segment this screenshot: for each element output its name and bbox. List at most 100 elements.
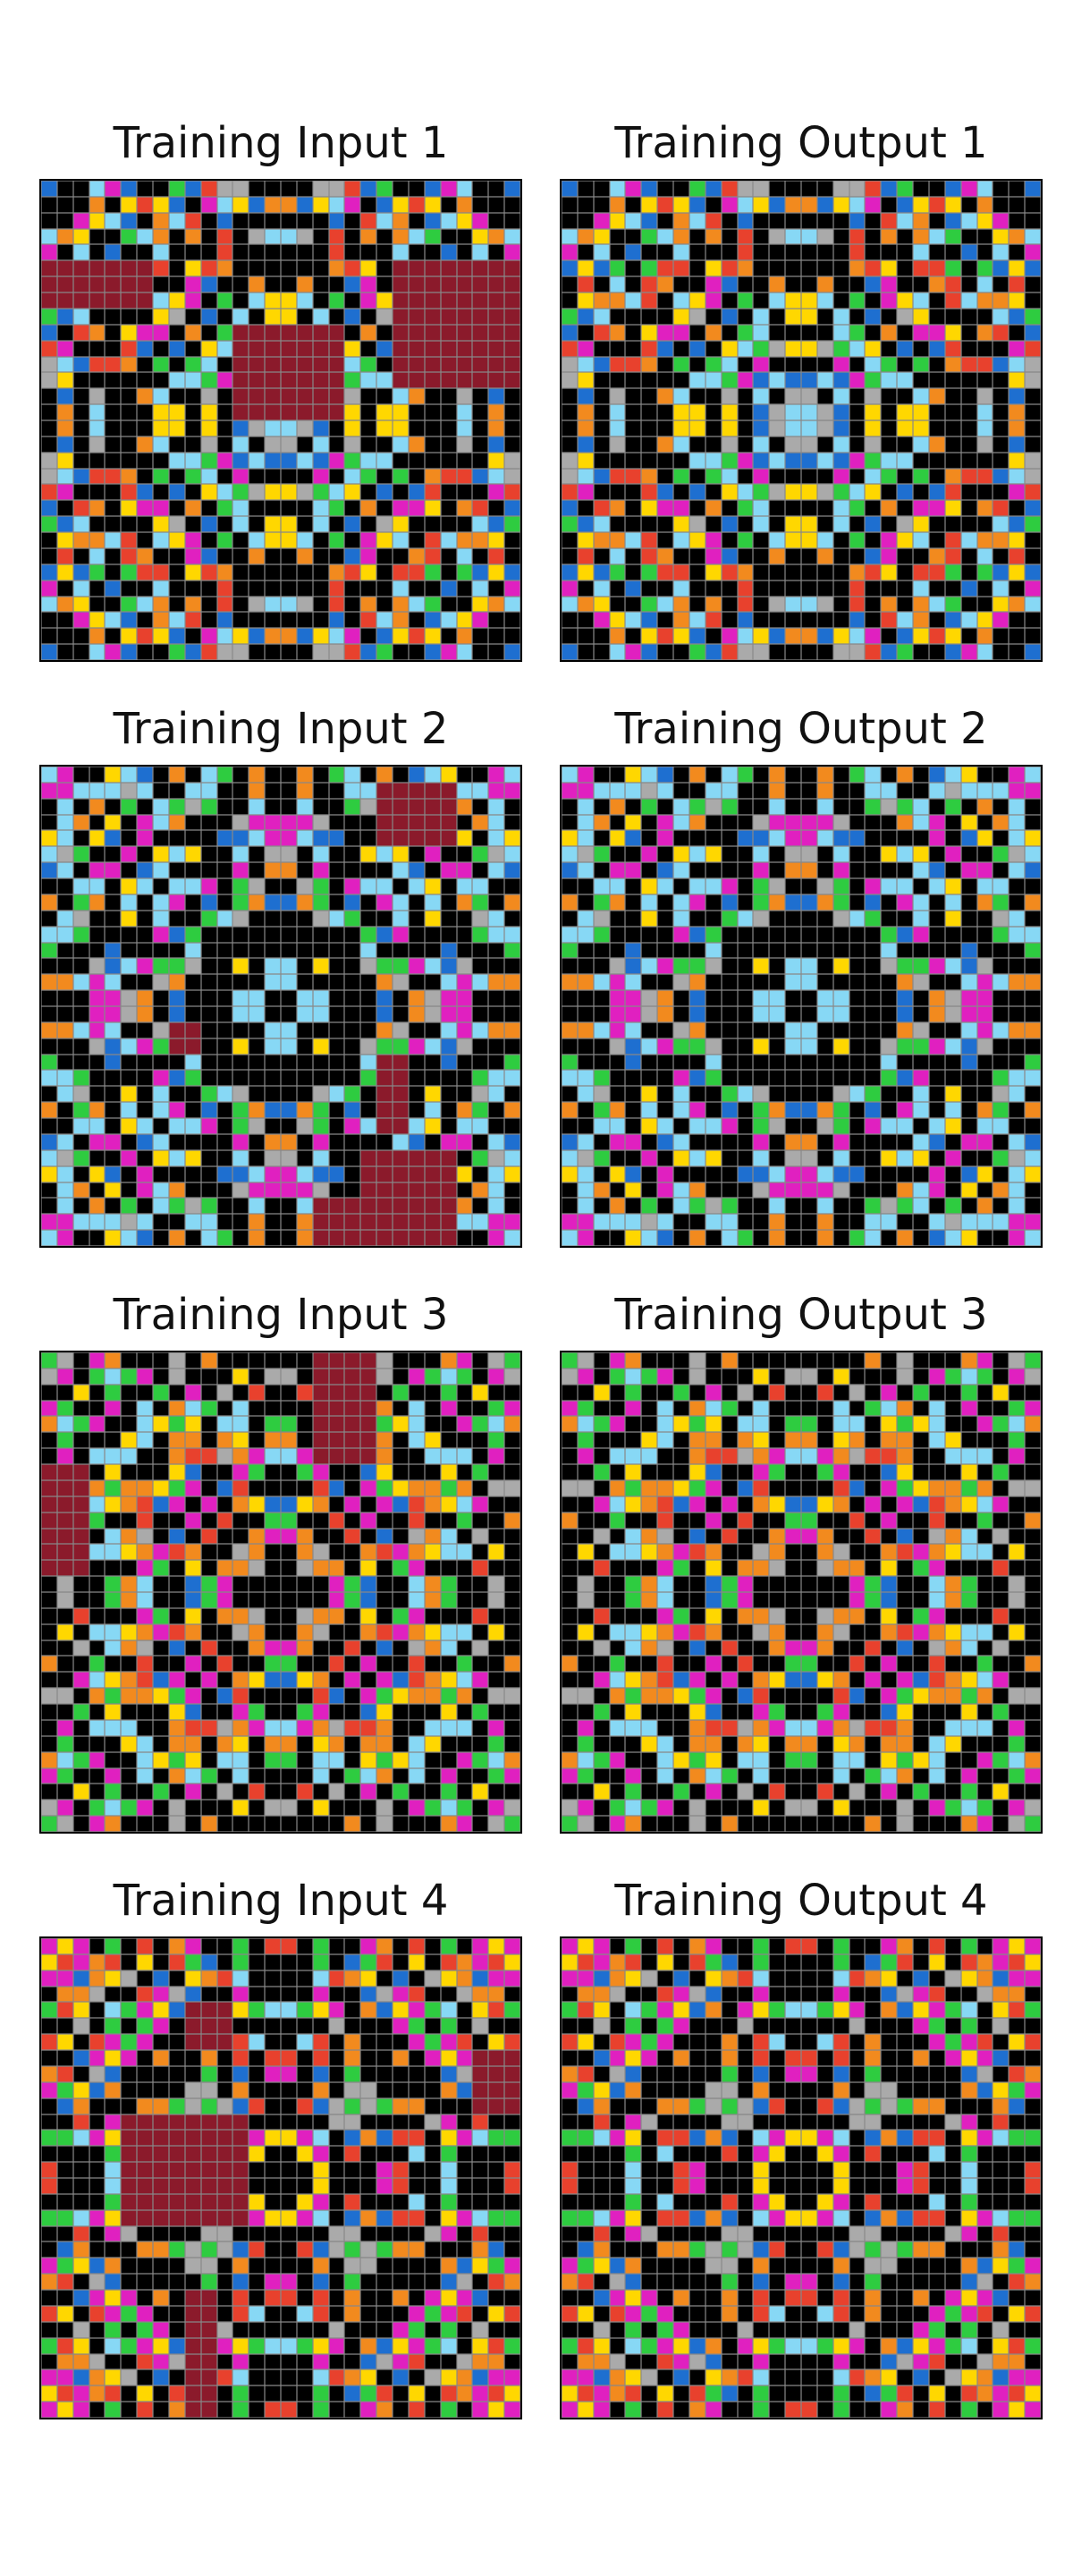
grid-cell [944,1118,961,1134]
grid-cell [657,894,674,911]
grid-cell [897,1464,914,1480]
grid-cell [281,1623,297,1640]
grid-cell [344,644,361,660]
grid-cell [816,1214,833,1231]
grid-cell [424,500,441,517]
grid-cell [216,1149,233,1166]
grid-cell [376,564,393,580]
grid-cell [344,388,361,405]
grid-cell [408,500,425,517]
grid-cell [296,1384,313,1401]
grid-cell [960,942,977,959]
grid-cell [360,1544,377,1561]
grid-cell [408,356,425,373]
grid-cell [593,532,610,548]
grid-cell [785,1038,801,1055]
grid-cell [785,436,801,453]
grid-cell [296,1528,313,1545]
grid-cell [993,244,1010,261]
grid-cell [673,1070,689,1087]
grid-cell [488,500,505,517]
grid-cell [328,1133,345,1150]
grid-cell [168,468,185,485]
grid-cell [72,814,89,831]
grid-cell [232,910,249,927]
grid-cell [801,340,817,357]
grid-cell [265,767,281,783]
grid-cell [200,862,217,879]
grid-cell [993,1230,1010,1246]
grid-cell [577,1368,594,1385]
grid-cell [281,484,297,501]
grid-cell [737,1054,754,1071]
grid-cell [488,292,505,309]
grid-cell [816,308,833,325]
grid-cell [721,767,738,783]
grid-cell [408,958,425,975]
grid-cell [344,846,361,863]
grid-cell [1009,974,1026,991]
grid-cell [168,1352,185,1368]
grid-cell [137,547,154,564]
grid-cell [153,814,169,831]
grid-cell [928,1086,945,1103]
grid-cell [721,1182,738,1199]
grid-cell [249,532,266,548]
grid-cell [577,1448,594,1465]
grid-cell [281,1133,297,1150]
grid-cell [504,1021,520,1038]
grid-cell [689,292,705,309]
grid-cell [609,1528,626,1545]
grid-cell [137,228,154,245]
grid-cell [296,1118,313,1134]
grid-cell [184,1352,201,1368]
grid-cell [440,484,457,501]
grid-cell [408,644,425,660]
grid-cell [801,1118,817,1134]
grid-cell [865,1165,882,1182]
grid-cell [641,798,658,815]
grid-cell [472,420,489,436]
grid-cell [472,404,489,420]
grid-cell [121,1038,138,1055]
grid-cell [296,1800,313,1817]
grid-cell [265,324,281,341]
grid-cell [976,1384,993,1401]
grid-cell [265,1800,281,1817]
grid-cell [801,612,817,629]
grid-cell [41,1735,57,1752]
grid-cell [424,1496,441,1513]
grid-cell [801,244,817,261]
grid-cell [121,308,138,325]
grid-cell [785,958,801,975]
grid-cell [249,878,266,894]
grid-cell [865,628,882,645]
grid-cell [737,862,754,879]
grid-cell [928,388,945,405]
grid-cell [281,1784,297,1801]
grid-cell [609,1198,626,1215]
grid-cell [881,564,898,580]
grid-cell [232,308,249,325]
grid-cell [424,910,441,927]
grid-cell [216,814,233,831]
grid-cell [249,181,266,197]
grid-cell [609,1448,626,1465]
grid-cell [376,830,393,847]
grid-cell [593,1576,610,1592]
grid-cell [976,580,993,597]
grid-cell [593,516,610,533]
grid-cell [89,1479,106,1496]
grid-cell [472,1592,489,1608]
grid-cell [440,356,457,373]
grid-cell [625,1038,642,1055]
grid-cell [1009,404,1026,420]
grid-cell [849,1198,866,1215]
grid-cell [153,1719,169,1736]
grid-cell [56,862,73,879]
grid-cell [504,974,520,991]
grid-cell [562,1054,578,1071]
grid-cell [976,1021,993,1038]
grid-cell [249,1607,266,1624]
grid-cell [376,1704,393,1720]
